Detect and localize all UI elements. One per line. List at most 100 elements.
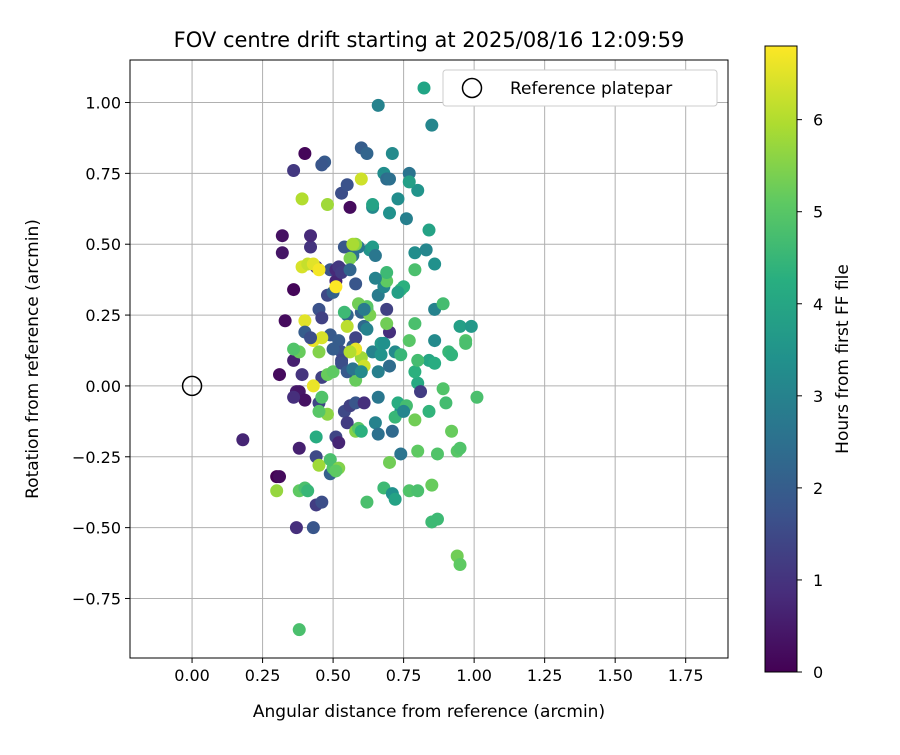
data-point xyxy=(383,172,397,186)
data-point xyxy=(397,404,411,418)
data-points xyxy=(236,98,484,637)
data-point xyxy=(380,317,394,331)
data-point xyxy=(287,342,301,356)
legend-reference-label: Reference platepar xyxy=(510,79,672,99)
colorbar-ticks: 0 1 2 3 4 5 6 xyxy=(797,111,823,682)
data-point xyxy=(323,453,337,467)
colorbar-tick-label: 0 xyxy=(813,663,823,682)
data-point xyxy=(425,118,439,132)
data-point xyxy=(453,557,467,571)
data-point xyxy=(340,178,354,192)
data-point xyxy=(315,331,329,345)
data-point xyxy=(292,623,306,637)
data-point xyxy=(408,317,422,331)
data-point xyxy=(394,348,408,362)
data-point xyxy=(453,441,467,455)
data-point xyxy=(326,365,340,379)
y-tick-label: 0.00 xyxy=(85,377,121,396)
data-point xyxy=(391,192,405,206)
data-point xyxy=(371,427,385,441)
data-point xyxy=(388,492,402,506)
x-tick-label: 1.50 xyxy=(597,666,633,685)
data-point xyxy=(374,348,388,362)
data-point xyxy=(368,249,382,263)
data-point xyxy=(236,433,250,447)
data-point xyxy=(411,353,425,367)
data-point xyxy=(329,280,343,294)
data-point xyxy=(278,314,292,328)
data-point xyxy=(354,424,368,438)
colorbar-tick-label: 3 xyxy=(813,387,823,406)
data-point xyxy=(304,331,318,345)
y-tick-label: 0.25 xyxy=(85,306,121,325)
data-point xyxy=(436,382,450,396)
data-point xyxy=(349,331,363,345)
data-point xyxy=(445,348,459,362)
data-point xyxy=(337,305,351,319)
data-point xyxy=(315,158,329,172)
colorbar-tick-label: 1 xyxy=(813,571,823,590)
data-point xyxy=(326,342,340,356)
data-point xyxy=(312,404,326,418)
data-point xyxy=(422,404,436,418)
colorbar-label: Hours from first FF file xyxy=(833,264,853,454)
data-point xyxy=(315,390,329,404)
data-point xyxy=(399,212,413,226)
data-point xyxy=(289,521,303,535)
legend-reference-marker xyxy=(461,77,483,99)
data-point xyxy=(312,345,326,359)
colorbar-tick-label: 4 xyxy=(813,295,823,314)
x-tick-label: 0.75 xyxy=(386,666,422,685)
data-point xyxy=(309,430,323,444)
x-axis-label: Angular distance from reference (arcmin) xyxy=(253,702,605,722)
legend-box xyxy=(442,69,718,107)
data-point xyxy=(287,164,301,178)
x-tick-label: 0.50 xyxy=(315,666,351,685)
colorbar: 0 1 2 3 4 5 6 Hours from first FF file xyxy=(764,45,853,682)
data-point xyxy=(411,444,425,458)
colorbar-gradient xyxy=(764,45,798,673)
data-point xyxy=(377,336,391,350)
data-point xyxy=(320,198,334,212)
data-point xyxy=(275,246,289,260)
data-point xyxy=(385,424,399,438)
data-point xyxy=(436,297,450,311)
data-point xyxy=(445,424,459,438)
data-point xyxy=(419,243,433,257)
data-point xyxy=(273,470,286,484)
data-point xyxy=(453,319,467,333)
y-axis-label: Rotation from reference (arcmin) xyxy=(23,219,43,499)
data-point xyxy=(368,416,382,430)
data-point xyxy=(312,458,326,472)
data-point xyxy=(394,447,408,461)
data-point xyxy=(439,396,453,410)
data-point xyxy=(371,390,385,404)
y-tick-label: 1.00 xyxy=(85,94,121,113)
data-point xyxy=(329,464,343,478)
data-point xyxy=(408,413,422,427)
data-point xyxy=(343,345,357,359)
data-point xyxy=(340,416,354,430)
x-tick-label: 0.25 xyxy=(245,666,281,685)
colorbar-tick-label: 5 xyxy=(813,203,823,222)
data-point xyxy=(425,478,439,492)
data-point xyxy=(402,334,416,348)
data-point xyxy=(371,365,385,379)
data-point xyxy=(383,455,397,469)
data-point xyxy=(380,266,394,280)
data-point xyxy=(301,484,315,498)
data-point xyxy=(270,484,284,498)
data-point xyxy=(298,393,312,407)
data-point xyxy=(306,521,320,535)
y-tick-label: −0.75 xyxy=(72,589,121,608)
x-tick-label: 1.75 xyxy=(668,666,704,685)
plot-frame xyxy=(129,59,729,659)
y-tick-label: −0.50 xyxy=(72,519,121,538)
data-point xyxy=(408,246,422,260)
data-point xyxy=(366,198,380,212)
data-point xyxy=(315,311,329,325)
data-point xyxy=(391,285,405,299)
data-point xyxy=(383,359,397,373)
data-point xyxy=(306,379,320,393)
